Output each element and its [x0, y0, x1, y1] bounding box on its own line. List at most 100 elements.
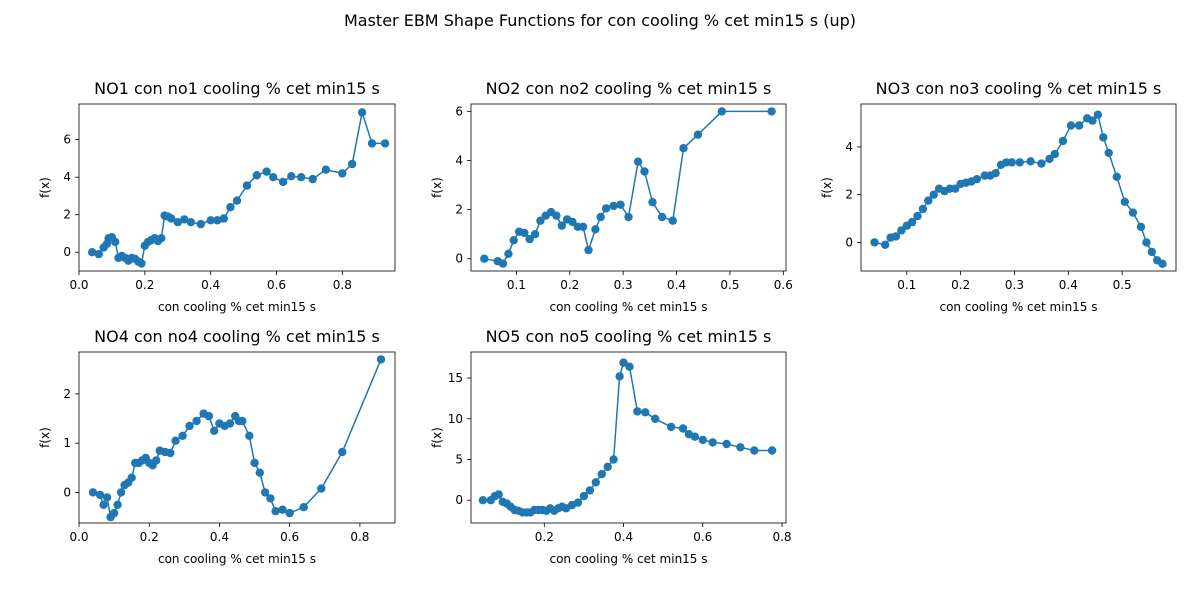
- data-point: [1158, 259, 1167, 268]
- x-tick-label: 0.4: [667, 278, 686, 292]
- data-point: [173, 218, 182, 227]
- data-point: [530, 230, 540, 239]
- data-point: [166, 448, 175, 458]
- x-tick-label: 0.4: [1059, 278, 1078, 292]
- data-point: [596, 212, 605, 222]
- x-tick-label: 0.6: [280, 530, 299, 544]
- data-point: [116, 488, 126, 497]
- data-point: [1120, 197, 1130, 206]
- y-tick-label: 0: [455, 493, 463, 507]
- y-tick-label: 1: [63, 436, 71, 450]
- data-point: [736, 443, 745, 452]
- y-tick-label: 4: [845, 140, 853, 154]
- data-point: [266, 494, 275, 503]
- data-point: [668, 216, 677, 225]
- data-point: [750, 446, 759, 455]
- data-point: [1136, 222, 1146, 232]
- data-point: [278, 505, 287, 514]
- data-point: [152, 456, 161, 465]
- y-tick-label: 6: [455, 104, 463, 118]
- data-point: [633, 407, 642, 416]
- data-point: [552, 211, 561, 220]
- data-point: [1026, 157, 1035, 166]
- data-point: [338, 447, 347, 457]
- data-point: [321, 165, 331, 174]
- data-point: [520, 228, 529, 238]
- x-axis-label: con cooling % cet min15 s: [549, 552, 707, 566]
- data-point: [225, 419, 235, 428]
- data-point: [591, 225, 600, 234]
- data-point: [609, 201, 618, 211]
- axes-frame: [78, 351, 396, 524]
- data-point: [1058, 136, 1068, 146]
- y-tick-label: 0: [455, 252, 463, 266]
- x-tick-label: 0.3: [1005, 278, 1024, 292]
- data-point: [357, 108, 367, 117]
- data-point: [299, 503, 308, 512]
- data-point: [219, 214, 228, 223]
- data-point: [186, 218, 196, 227]
- data-point: [891, 232, 901, 241]
- data-point: [338, 169, 347, 178]
- data-point: [717, 107, 727, 116]
- x-tick-label: 0.2: [535, 530, 554, 544]
- data-point: [232, 196, 242, 205]
- data-point: [1112, 172, 1122, 181]
- data-point: [95, 490, 105, 500]
- axes-frame: [78, 103, 396, 272]
- subplot-2: NO2 con no2 cooling % cet min15 s 0.1 0.2 0…: [430, 79, 793, 314]
- subplot-4: NO4 con no4 cooling % cet min15 s 0.0 0.2 0…: [38, 327, 396, 566]
- data-point: [584, 245, 593, 255]
- data-point: [367, 139, 377, 148]
- data-point: [278, 177, 288, 187]
- data-point: [568, 217, 577, 227]
- y-axis-label: f(x): [820, 177, 834, 198]
- data-point: [641, 408, 650, 417]
- data-point: [1007, 158, 1016, 167]
- x-tick-label: 0.4: [210, 530, 229, 544]
- data-point: [498, 259, 508, 268]
- x-axis-label: con cooling % cet min15 s: [158, 552, 316, 566]
- y-tick-label: 4: [63, 170, 71, 184]
- data-point: [213, 216, 222, 225]
- y-tick-label: 6: [63, 133, 71, 147]
- data-point: [480, 254, 489, 263]
- y-axis-label: f(x): [430, 177, 444, 198]
- data-point: [380, 139, 390, 148]
- data-point: [640, 167, 649, 176]
- x-tick-label: 0.8: [333, 278, 352, 292]
- data-point: [690, 432, 700, 441]
- data-point: [178, 431, 187, 440]
- data-point: [557, 221, 566, 230]
- data-point: [242, 181, 252, 190]
- x-axis-label: con cooling % cet min15 s: [549, 300, 707, 314]
- data-point: [245, 431, 254, 440]
- y-tick-label: 15: [448, 371, 463, 385]
- x-tick-label: 0.1: [897, 278, 916, 292]
- data-point: [991, 169, 1000, 178]
- data-point: [633, 157, 643, 166]
- data-point: [678, 424, 688, 433]
- data-point: [99, 500, 108, 509]
- x-tick-label: 0.8: [772, 530, 791, 544]
- data-point: [192, 416, 201, 426]
- x-tick-label: 0.2: [951, 278, 970, 292]
- axes-frame: [470, 103, 787, 272]
- data-point: [881, 240, 890, 249]
- data-point: [238, 416, 247, 426]
- x-tick-label: 0.0: [69, 530, 88, 544]
- axes-frame: [860, 103, 1177, 272]
- subplot-title: NO5 con no5 cooling % cet min15 s: [486, 327, 772, 346]
- y-tick-label: 5: [455, 452, 463, 466]
- data-point: [185, 421, 194, 431]
- x-tick-label: 0.4: [201, 278, 220, 292]
- data-point: [951, 184, 960, 193]
- data-point: [603, 462, 612, 471]
- data-point: [478, 496, 488, 505]
- y-tick-label: 2: [63, 208, 71, 222]
- data-point: [204, 411, 214, 421]
- data-point: [102, 493, 112, 502]
- data-point: [1093, 110, 1103, 119]
- data-point: [1066, 121, 1076, 130]
- data-point: [210, 426, 219, 435]
